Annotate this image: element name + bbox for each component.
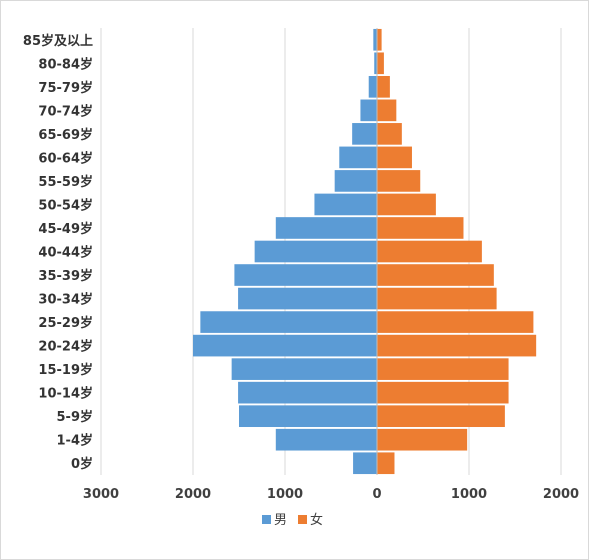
category-label: 45-49岁 — [38, 221, 93, 237]
legend-label-female: 女 — [310, 512, 323, 528]
bar-male — [374, 52, 377, 75]
category-label: 35-39岁 — [38, 268, 93, 284]
x-tick-label: 2000 — [175, 487, 211, 502]
x-tick-label: 2000 — [543, 487, 579, 502]
bar-female — [377, 193, 436, 216]
bar-female — [377, 452, 395, 475]
bar-female — [377, 428, 468, 451]
bar-male — [238, 287, 377, 310]
bar-male — [200, 311, 377, 333]
bar-female — [377, 405, 505, 428]
bar-female — [377, 334, 537, 357]
x-tick-label: 1000 — [267, 487, 303, 502]
bar-male — [353, 452, 377, 475]
category-label: 5-9岁 — [57, 409, 94, 425]
bar-male — [360, 99, 377, 122]
bar-female — [377, 52, 384, 75]
category-label: 10-14岁 — [38, 386, 93, 402]
category-label: 0岁 — [71, 456, 93, 472]
category-labels: 0岁 1-4岁 5-9岁 10-14岁 15-19岁 20-24岁 25-29岁 30-34岁… — [23, 33, 93, 472]
bar-male — [275, 217, 377, 239]
bar-male — [373, 28, 377, 51]
bar-male — [193, 334, 377, 357]
category-label: 1-4岁 — [57, 433, 94, 449]
category-label: 85岁及以上 — [23, 33, 93, 49]
category-label: 40-44岁 — [38, 245, 93, 261]
x-tick-label: 0 — [372, 487, 381, 502]
bar-male — [339, 146, 377, 169]
bar-female — [377, 287, 497, 310]
bar-male — [254, 240, 377, 263]
bar-male — [238, 381, 377, 404]
bar-female — [377, 123, 402, 145]
bar-male — [231, 358, 377, 380]
category-label: 60-64岁 — [38, 150, 93, 166]
category-label: 65-69岁 — [38, 127, 93, 143]
bar-female — [377, 146, 412, 169]
bar-female — [377, 311, 534, 333]
bar-female — [377, 75, 390, 98]
bar-female — [377, 217, 464, 239]
category-label: 30-34岁 — [38, 292, 93, 308]
bar-male — [275, 428, 377, 451]
bar-female — [377, 264, 494, 286]
bar-female — [377, 358, 509, 380]
bar-male — [314, 193, 377, 216]
category-label: 80-84岁 — [38, 56, 93, 72]
x-tick-label: 1000 — [451, 487, 487, 502]
bar-female — [377, 28, 382, 51]
category-label: 70-74岁 — [38, 103, 93, 119]
category-label: 25-29岁 — [38, 315, 93, 331]
x-tick-label: 3000 — [83, 487, 119, 502]
bar-male — [234, 264, 377, 286]
legend-swatch-female — [298, 515, 307, 524]
bar-male — [334, 170, 377, 192]
bar-female — [377, 381, 509, 404]
bar-male — [352, 123, 377, 145]
legend: 男 女 — [262, 512, 323, 528]
category-label: 55-59岁 — [38, 174, 93, 190]
legend-label-male: 男 — [274, 513, 287, 528]
bar-male — [368, 75, 377, 98]
category-label: 20-24岁 — [38, 339, 93, 355]
bar-female — [377, 240, 482, 263]
legend-swatch-male — [262, 515, 271, 524]
category-label: 75-79岁 — [38, 80, 93, 96]
bar-male — [239, 405, 377, 428]
bar-female — [377, 99, 397, 122]
category-label: 50-54岁 — [38, 197, 93, 213]
bar-female — [377, 170, 421, 192]
tick-labels: 3000 2000 1000 0 1000 2000 — [83, 487, 579, 502]
bars — [193, 28, 537, 475]
category-label: 15-19岁 — [38, 362, 93, 378]
